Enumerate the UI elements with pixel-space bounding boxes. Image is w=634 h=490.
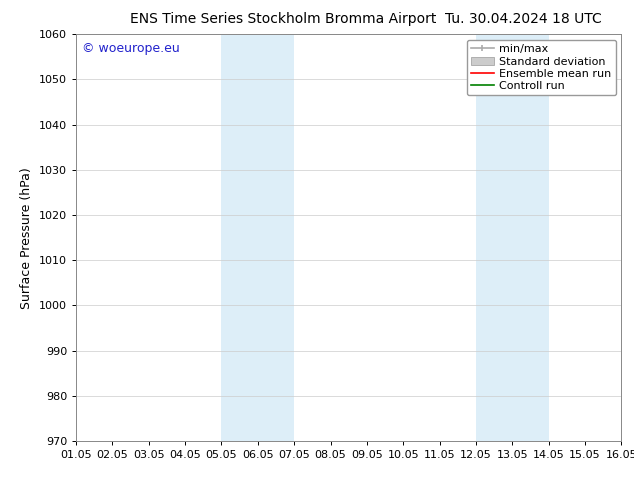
Legend: min/max, Standard deviation, Ensemble mean run, Controll run: min/max, Standard deviation, Ensemble me… [467, 40, 616, 96]
Bar [476, 34, 548, 441]
Text: © woeurope.eu: © woeurope.eu [82, 43, 179, 55]
Y-axis label: Surface Pressure (hPa): Surface Pressure (hPa) [20, 167, 34, 309]
Text: ENS Time Series Stockholm Bromma Airport: ENS Time Series Stockholm Bromma Airport [130, 12, 436, 26]
Text: Tu. 30.04.2024 18 UTC: Tu. 30.04.2024 18 UTC [445, 12, 602, 26]
Bar [221, 34, 294, 441]
